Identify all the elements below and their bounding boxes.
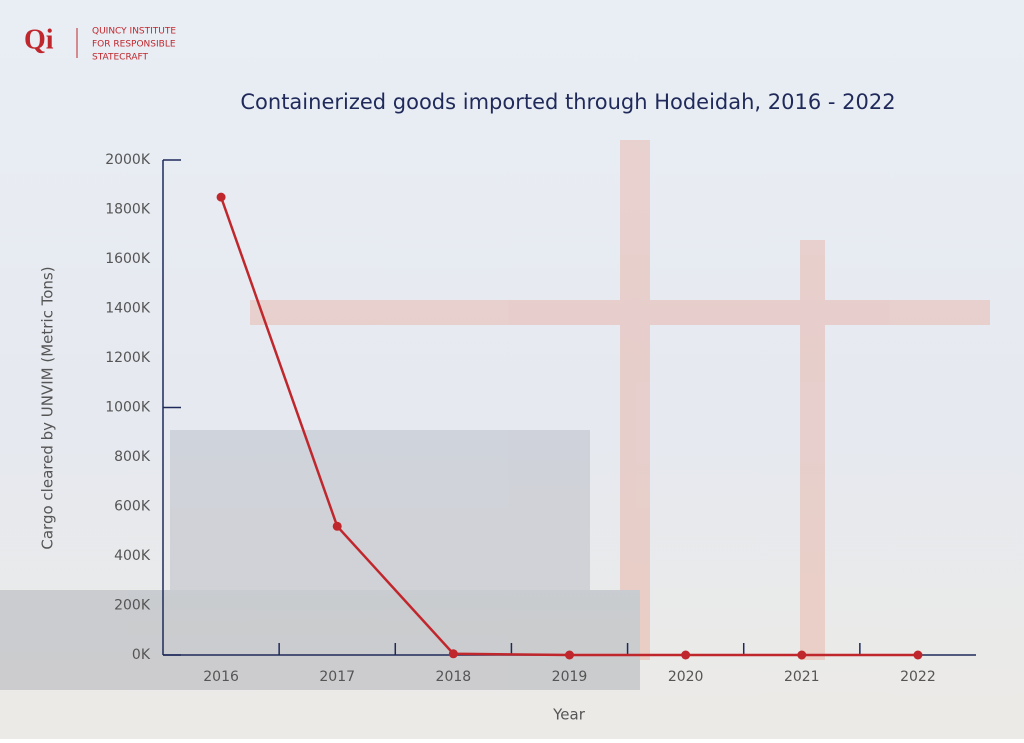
chart-title: Containerized goods imported through Hod… (240, 90, 895, 114)
point (448, 649, 458, 659)
x-tick-label: 2016 (203, 669, 239, 685)
point (913, 650, 923, 660)
point (797, 650, 807, 660)
x-tick-label: 2019 (552, 669, 588, 685)
logo-text: STATECRAFT (92, 53, 149, 63)
x-tick-label: 2020 (668, 669, 704, 685)
y-tick-label: 800K (114, 449, 151, 465)
point (681, 650, 691, 660)
x-tick-label: 2018 (436, 669, 472, 685)
point (216, 192, 226, 202)
y-tick-label: 400K (114, 548, 151, 564)
y-tick-label: 1800K (105, 202, 151, 218)
logo-mark: Qi (24, 24, 54, 55)
point (332, 521, 342, 531)
y-tick-label: 2000K (105, 152, 151, 168)
logo-text: FOR RESPONSIBLE (92, 40, 176, 50)
x-axis-label: Year (552, 706, 586, 724)
logo-text: QUINCY INSTITUTE (92, 27, 176, 37)
point (565, 650, 574, 660)
x-tick-label: 2022 (900, 669, 936, 685)
y-axis-label: Cargo cleared by UNVIM (Metric Tons) (39, 266, 57, 549)
y-tick-label: 0K (132, 647, 151, 663)
y-tick-label: 1000K (105, 400, 151, 416)
y-tick-label: 1200K (105, 350, 151, 366)
y-tick-label: 1600K (105, 251, 151, 267)
y-tick-label: 1400K (105, 301, 151, 317)
y-tick-label: 200K (114, 598, 151, 614)
y-tick-label: 600K (114, 499, 151, 515)
x-tick-label: 2017 (319, 669, 355, 685)
x-tick-label: 2021 (784, 669, 820, 685)
